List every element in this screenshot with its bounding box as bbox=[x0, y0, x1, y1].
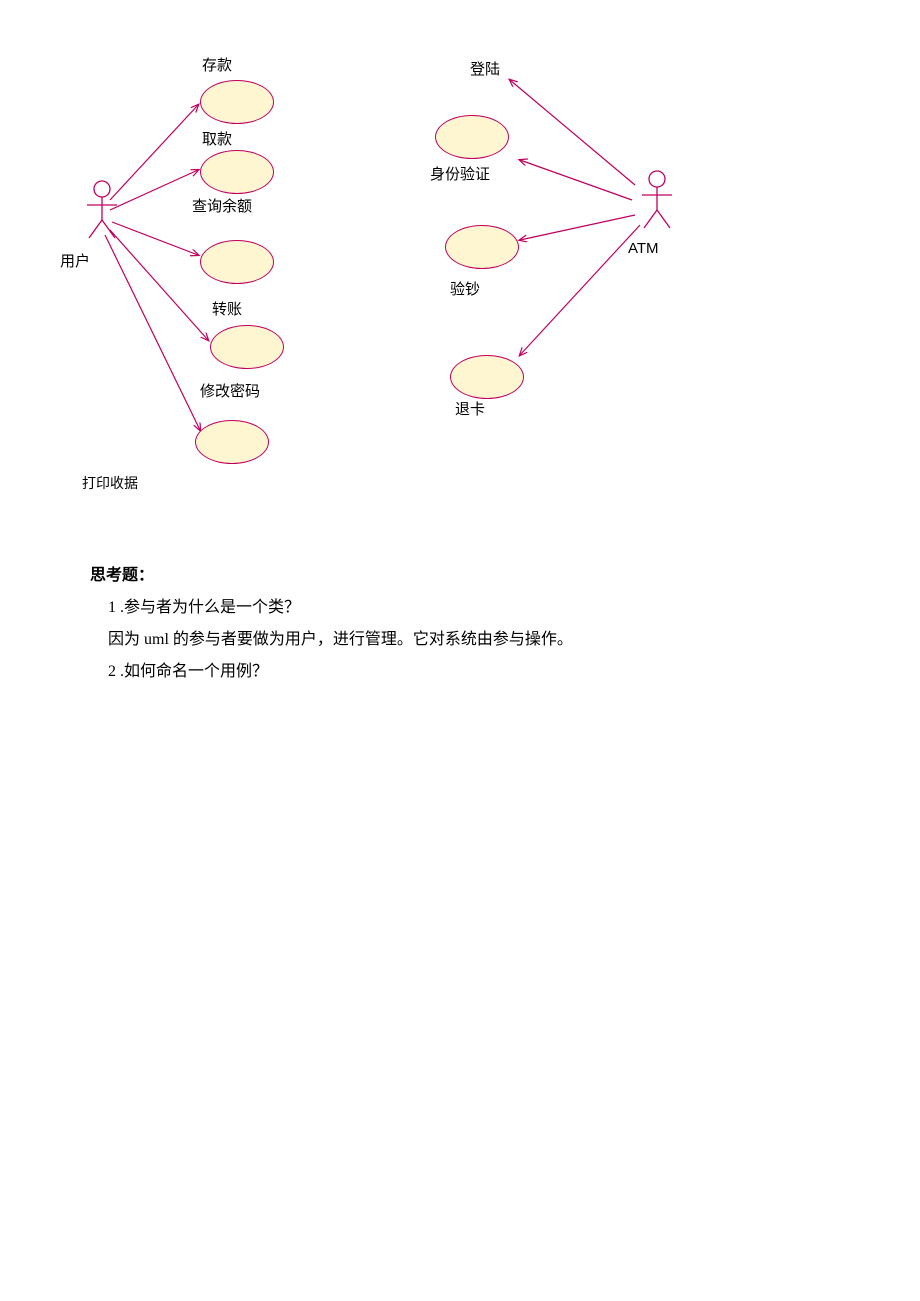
usecase-ellipse bbox=[200, 80, 274, 124]
section-heading: 思考题： bbox=[90, 560, 830, 592]
usecase-label: 取款 bbox=[202, 128, 232, 149]
actor-user-label: 用户 bbox=[60, 250, 90, 271]
usecase-ellipse bbox=[200, 240, 274, 284]
usecase-label: 验钞 bbox=[450, 278, 480, 299]
actor-user bbox=[85, 180, 119, 240]
usecase-ellipse bbox=[435, 115, 509, 159]
question-1: 1 .参与者为什么是一个类？ bbox=[90, 592, 830, 624]
actor-atm-label: ATM bbox=[628, 240, 659, 257]
usecase-ellipse bbox=[200, 150, 274, 194]
usecase-ellipse bbox=[210, 325, 284, 369]
usecase-label: 存款 bbox=[202, 54, 232, 75]
question-2: 2 .如何命名一个用例？ bbox=[90, 656, 830, 688]
usecase-label: 身份验证 bbox=[430, 163, 490, 184]
actor-icon bbox=[85, 180, 119, 240]
actor-icon bbox=[640, 170, 674, 230]
usecase-label: 查询余额 bbox=[192, 195, 252, 216]
usecase-label: 退卡 bbox=[455, 398, 485, 419]
actor-atm bbox=[640, 170, 674, 230]
usecase-label: 转账 bbox=[212, 298, 242, 319]
usecase-label: 登陆 bbox=[470, 58, 500, 79]
usecase-ellipse bbox=[450, 355, 524, 399]
usecase-ellipse bbox=[195, 420, 269, 464]
bottom-label: 打印收据 bbox=[82, 473, 138, 493]
usecase-diagram: 用户 ATM 存款 取款 查询余额 转账 修改密码 登陆 身份验证 验钞 退卡 … bbox=[0, 0, 920, 500]
usecase-ellipse bbox=[445, 225, 519, 269]
usecase-label: 修改密码 bbox=[200, 380, 260, 401]
answer-1: 因为 uml 的参与者要做为用户，进行管理。它对系统由参与操作。 bbox=[90, 624, 830, 656]
text-section: 思考题： 1 .参与者为什么是一个类？ 因为 uml 的参与者要做为用户，进行管… bbox=[0, 500, 920, 688]
